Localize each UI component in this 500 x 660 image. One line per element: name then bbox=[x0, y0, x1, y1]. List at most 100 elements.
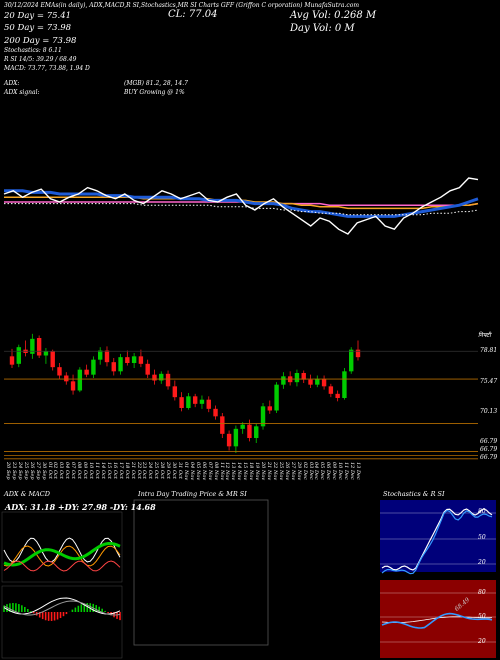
candle-body bbox=[226, 433, 232, 447]
date-tick-label: 05 Dec bbox=[319, 462, 326, 480]
stoch-level-label: 80 bbox=[478, 508, 486, 515]
candle-body bbox=[131, 356, 137, 363]
date-tick-label: 06 Dec bbox=[325, 462, 332, 480]
candle-body bbox=[30, 338, 35, 354]
candle-body bbox=[43, 351, 49, 356]
date-tick-label: 14 Nov bbox=[236, 462, 243, 481]
date-tick-label: 01 Nov bbox=[182, 462, 189, 481]
date-tick-label: 19 Nov bbox=[254, 462, 261, 481]
date-tick-label: 25 Oct bbox=[153, 462, 160, 479]
date-tick-label: 28 Oct bbox=[159, 462, 166, 479]
stoch-panel-background bbox=[380, 500, 496, 572]
ema50-label: 50 Day = 73.98 bbox=[4, 23, 72, 33]
date-tick-label: 04 Dec bbox=[313, 462, 320, 480]
rsi-level-label: 20 bbox=[478, 638, 486, 645]
candle-body bbox=[233, 428, 239, 447]
date-tick-label: 15 Nov bbox=[242, 462, 249, 481]
close-line bbox=[3, 177, 479, 235]
stoch-level-label: 20 bbox=[478, 559, 486, 566]
ema20-line bbox=[4, 189, 479, 218]
candle-body bbox=[91, 359, 96, 375]
ema-line-chart bbox=[3, 177, 479, 235]
mrsi-panel-title: Intra Day Trading Price & MR SI bbox=[138, 490, 247, 498]
rsi-level-label: 80 bbox=[478, 589, 486, 596]
candle-body bbox=[281, 376, 286, 385]
price-level-label: 75.47 bbox=[480, 378, 498, 385]
candle-body bbox=[301, 373, 306, 380]
adx-label: ADX: bbox=[4, 80, 20, 87]
adx-white-line bbox=[3, 537, 121, 563]
date-tick-label: 03 Dec bbox=[307, 462, 314, 480]
mrsi-panel bbox=[133, 499, 269, 646]
candle-body bbox=[138, 356, 144, 364]
date-tick-label: 18 Nov bbox=[248, 462, 255, 481]
ema20-label: 20 Day = 75.41 bbox=[4, 11, 72, 21]
adx-signal-label: ADX signal: bbox=[4, 89, 40, 96]
date-tick-label: 11 Oct bbox=[93, 462, 100, 479]
candle-body bbox=[294, 373, 300, 383]
candle-body bbox=[335, 393, 340, 398]
date-tick-label: 07 Nov bbox=[206, 462, 213, 481]
date-tick-label: 26 Sep bbox=[28, 462, 35, 480]
date-tick-label: 27 Sep bbox=[34, 462, 41, 480]
candle-body bbox=[267, 406, 273, 411]
adx-orange-line bbox=[3, 545, 121, 567]
date-tick-label: 03 Oct bbox=[58, 462, 65, 479]
candle-body bbox=[16, 347, 21, 364]
date-tick-label: 21 Oct bbox=[129, 462, 136, 479]
date-tick-label: 23 Oct bbox=[141, 462, 148, 479]
date-tick-label: 20 Sep bbox=[5, 462, 11, 480]
date-tick-label: 24 Sep bbox=[16, 462, 23, 480]
candle-body bbox=[199, 399, 205, 404]
stochastics-label: Stochastics: 8 6.11 bbox=[4, 47, 62, 54]
candle-body bbox=[77, 369, 83, 391]
candle-body bbox=[64, 375, 69, 382]
candle-body bbox=[260, 406, 266, 427]
candle-body bbox=[254, 426, 259, 438]
adx-panel-title: ADX & MACD bbox=[4, 490, 50, 498]
date-tick-label: 09 Oct bbox=[82, 462, 89, 479]
avg-volume-label: Avg Vol: 0.268 M bbox=[290, 10, 377, 21]
stoch-panel-title: Stochastics & R SI bbox=[383, 490, 445, 498]
candle-body bbox=[118, 357, 123, 372]
candle-body bbox=[179, 397, 184, 408]
price-level-label: 66.79 bbox=[480, 446, 498, 453]
date-tick-label: 29 Oct bbox=[165, 462, 172, 479]
date-tick-label: 02 Dec bbox=[301, 462, 308, 480]
date-tick-label: 26 Nov bbox=[283, 462, 290, 481]
date-tick-label: 08 Oct bbox=[76, 462, 83, 479]
date-tick-label: 11 Dec bbox=[343, 462, 350, 480]
date-tick-label: 22 Oct bbox=[135, 462, 142, 479]
candle-body bbox=[355, 349, 361, 358]
rsi-blue-line bbox=[381, 612, 493, 629]
price-level-label: 70.13 bbox=[480, 408, 498, 415]
candle-body bbox=[328, 386, 334, 394]
date-tick-label: 25 Sep bbox=[22, 462, 29, 480]
date-tick-label: 20 Nov bbox=[260, 462, 267, 481]
candle-body bbox=[308, 379, 313, 385]
date-tick-label: 09 Dec bbox=[331, 462, 338, 480]
candle-body bbox=[192, 396, 198, 404]
date-tick-label: 04 Nov bbox=[188, 462, 195, 481]
date-tick-label: 15 Oct bbox=[105, 462, 112, 479]
date-tick-label: 22 Nov bbox=[271, 462, 278, 481]
candle-body bbox=[50, 351, 55, 368]
date-tick-label: 18 Oct bbox=[123, 462, 130, 479]
candlestick-chart bbox=[9, 333, 361, 453]
date-tick-label: 24 Oct bbox=[147, 462, 154, 479]
price-level-label: 78.81 bbox=[480, 347, 498, 354]
candle-body bbox=[186, 396, 191, 408]
price-axis-top-label: निफ्टी bbox=[478, 332, 491, 339]
candle-body bbox=[111, 362, 116, 372]
ema200-label: 200 Day = 73.98 bbox=[4, 36, 77, 46]
date-tick-label: 01 Oct bbox=[46, 462, 53, 479]
candle-body bbox=[349, 349, 354, 372]
adx-green-line bbox=[3, 542, 121, 567]
candle-body bbox=[172, 386, 178, 398]
candle-body bbox=[152, 374, 157, 381]
date-tick-label: 12 Dec bbox=[349, 462, 356, 480]
date-tick-label: 27 Nov bbox=[289, 462, 296, 481]
candle-body bbox=[159, 373, 164, 381]
candle-body bbox=[84, 369, 89, 375]
date-tick-label: 31 Oct bbox=[177, 462, 184, 479]
